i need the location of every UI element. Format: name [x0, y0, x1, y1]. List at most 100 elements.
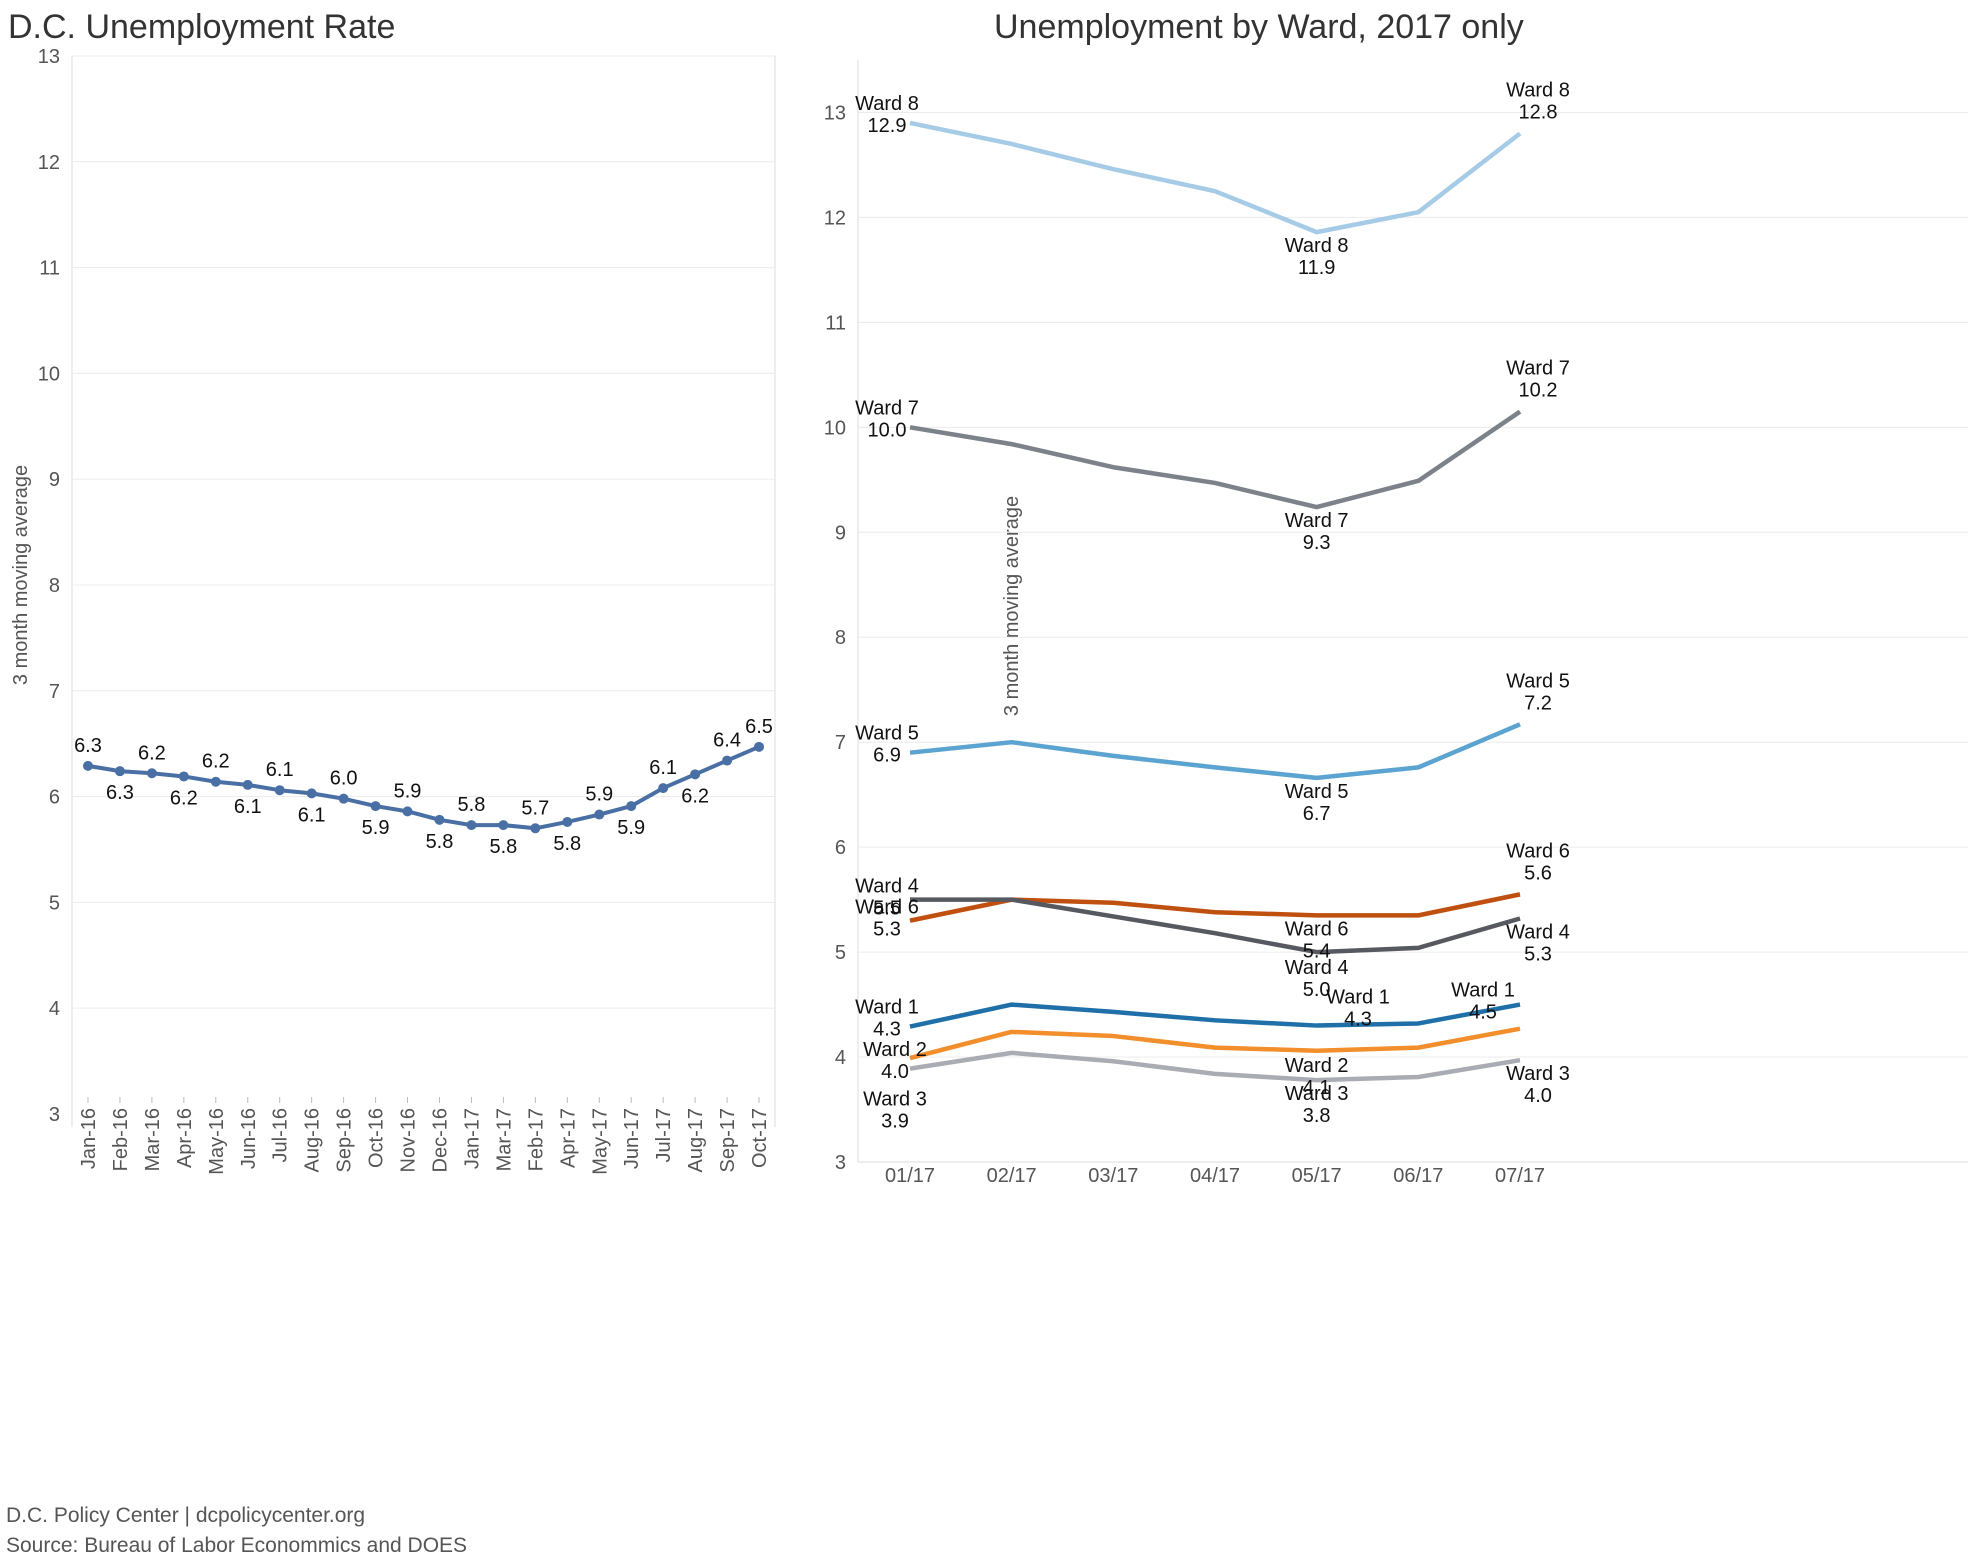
x-tick-label: Sep-17: [717, 1108, 739, 1173]
series-line-ward-1: [909, 1002, 1521, 1029]
y-axis-label: 3 month moving average: [1001, 496, 1023, 716]
series-name-label: Ward 3: [1285, 1083, 1349, 1105]
data-label: 6.1: [298, 804, 326, 826]
chart-title: D.C. Unemployment Rate: [8, 8, 395, 46]
data-label: 4.5: [1469, 1002, 1497, 1024]
data-label: 5.9: [585, 784, 613, 806]
data-label: 5.6: [1524, 862, 1552, 884]
x-tick-label: 05/17: [1292, 1165, 1342, 1187]
x-tick-label: Dec-16: [429, 1108, 451, 1172]
series-name-label: Ward 4: [1285, 957, 1349, 979]
y-tick-label: 9: [835, 522, 846, 544]
dc-unemployment-chart: D.C. Unemployment Rate 3 month moving av…: [8, 8, 776, 1175]
series-name-label: Ward 1: [1451, 980, 1515, 1002]
data-point: [338, 793, 349, 804]
data-label: 6.5: [745, 716, 773, 738]
data-point: [114, 766, 125, 777]
series-name-label: Ward 5: [1285, 781, 1349, 803]
x-tick-label: Mar-17: [493, 1108, 515, 1171]
y-tick-label: 13: [38, 46, 60, 68]
x-tick-label: Apr-16: [174, 1108, 196, 1168]
x-tick-label: May-17: [589, 1108, 611, 1175]
series-line-ward-7: [909, 409, 1522, 510]
data-label: 12.9: [868, 115, 907, 137]
data-label: 5.8: [489, 836, 517, 858]
data-label: 4.3: [873, 1019, 901, 1041]
x-tick-label: 04/17: [1190, 1165, 1240, 1187]
x-tick-label: Jul-16: [270, 1108, 292, 1162]
data-label: 5.0: [1303, 979, 1331, 1001]
data-label: 5.3: [873, 919, 901, 941]
data-point: [658, 783, 669, 794]
series-name-label: Ward 8: [1506, 79, 1570, 101]
series-name-label: Ward 6: [1506, 840, 1570, 862]
data-point: [594, 809, 605, 820]
y-tick-label: 4: [835, 1047, 846, 1069]
series-name-label: Ward 5: [855, 723, 919, 745]
y-tick-label: 13: [824, 102, 846, 124]
data-label: 6.4: [713, 730, 741, 752]
y-axis-label: 3 month moving average: [10, 465, 32, 685]
data-label: 6.2: [170, 787, 198, 809]
data-label: 5.8: [553, 833, 581, 855]
data-label: 3.9: [881, 1111, 909, 1133]
series-name-label: Ward 2: [1285, 1055, 1349, 1077]
x-tick-label: Oct-16: [366, 1108, 388, 1168]
series-name-label: Ward 7: [1506, 358, 1570, 380]
data-point: [530, 823, 541, 834]
x-tick-label: Nov-16: [398, 1108, 420, 1172]
data-point: [562, 816, 573, 827]
data-point: [82, 760, 93, 771]
x-tick-label: Sep-16: [334, 1108, 356, 1173]
series-line-ward-2: [909, 1026, 1521, 1061]
y-tick-label: 3: [49, 1104, 60, 1126]
y-tick-label: 5: [835, 942, 846, 964]
data-label: 5.8: [426, 831, 454, 853]
series-line-ward-8: [909, 120, 1522, 235]
footer-credit: D.C. Policy Center | dcpolicycenter.org: [6, 1504, 365, 1527]
data-point: [466, 820, 477, 831]
data-label: 6.3: [106, 782, 134, 804]
y-tick-label: 7: [49, 681, 60, 703]
data-point: [498, 820, 509, 831]
y-tick-label: 6: [835, 837, 846, 859]
footer-source: Source: Bureau of Labor Econommics and D…: [6, 1534, 467, 1557]
x-tick-label: Feb-17: [525, 1108, 547, 1171]
series-name-label: Ward 5: [1506, 670, 1570, 692]
data-label: 6.1: [649, 757, 677, 779]
x-tick-label: Jan-16: [78, 1108, 100, 1169]
data-label: 6.3: [74, 735, 102, 757]
data-point: [274, 785, 285, 796]
y-tick-label: 12: [824, 207, 846, 229]
data-point: [690, 769, 701, 780]
x-tick-label: 02/17: [987, 1165, 1037, 1187]
data-label: 10.0: [868, 419, 907, 441]
data-label: 4.0: [1524, 1085, 1552, 1107]
y-tick-label: 4: [49, 998, 60, 1020]
data-label: 4.1: [1303, 1077, 1331, 1099]
data-point: [722, 755, 733, 766]
data-label: 6.2: [681, 785, 709, 807]
series-name-label: Ward 7: [1285, 510, 1349, 532]
series-name-label: Ward 4: [855, 876, 919, 898]
chart-title: Unemployment by Ward, 2017 only: [994, 8, 1524, 46]
y-tick-label: 8: [49, 575, 60, 597]
data-label: 12.8: [1519, 101, 1558, 123]
data-point: [754, 741, 765, 752]
data-point: [402, 806, 413, 817]
x-tick-label: Aug-16: [302, 1108, 324, 1173]
data-label: 6.1: [266, 759, 294, 781]
data-label: 4.3: [1344, 1009, 1372, 1031]
series-name-label: Ward 6: [1285, 918, 1349, 940]
x-tick-label: Jun-16: [238, 1108, 260, 1169]
y-tick-label: 5: [49, 892, 60, 914]
data-point: [626, 801, 637, 812]
data-label: 5.9: [394, 780, 422, 802]
data-label: 5.7: [521, 797, 549, 819]
series-name-label: Ward 3: [863, 1089, 927, 1111]
data-label: 3.8: [1303, 1105, 1331, 1127]
data-point: [242, 779, 253, 790]
series-line-ward-3: [909, 1050, 1521, 1083]
x-tick-label: Jan-17: [461, 1108, 483, 1169]
